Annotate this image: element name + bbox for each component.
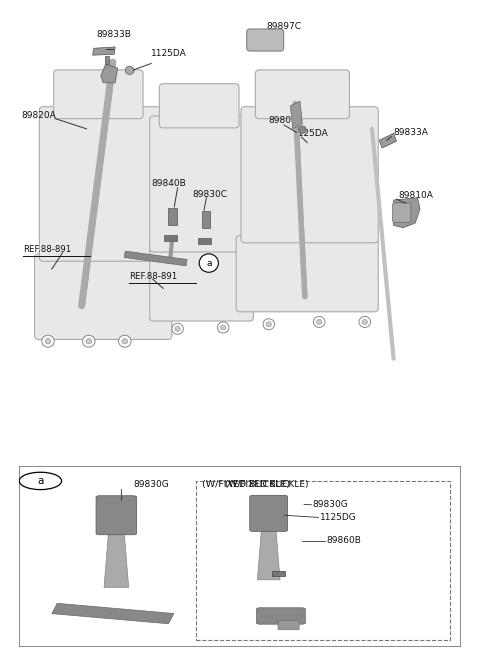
Circle shape: [42, 335, 54, 348]
Bar: [164, 235, 177, 242]
Bar: [202, 211, 210, 228]
Circle shape: [217, 322, 229, 333]
Circle shape: [299, 126, 306, 133]
Polygon shape: [394, 198, 420, 228]
Text: (W/FIXED BUCKLE): (W/FIXED BUCKLE): [203, 480, 290, 489]
Circle shape: [45, 338, 51, 344]
FancyBboxPatch shape: [54, 70, 143, 119]
FancyBboxPatch shape: [35, 254, 172, 340]
FancyBboxPatch shape: [256, 608, 305, 624]
Circle shape: [263, 319, 275, 330]
Polygon shape: [257, 530, 280, 580]
Circle shape: [19, 472, 61, 489]
Circle shape: [362, 319, 367, 325]
Circle shape: [83, 335, 95, 348]
Circle shape: [172, 323, 183, 334]
FancyBboxPatch shape: [250, 495, 288, 532]
FancyBboxPatch shape: [393, 203, 411, 223]
Text: 89833A: 89833A: [394, 128, 429, 137]
Circle shape: [221, 325, 226, 330]
Bar: [52, 603, 174, 623]
FancyBboxPatch shape: [150, 244, 253, 321]
Text: a: a: [37, 476, 44, 486]
Text: 89830G: 89830G: [313, 500, 348, 509]
Bar: [124, 251, 187, 266]
Polygon shape: [101, 64, 118, 83]
Text: 1125DA: 1125DA: [293, 129, 328, 138]
Text: 1125DG: 1125DG: [320, 513, 356, 522]
FancyBboxPatch shape: [150, 116, 253, 252]
Circle shape: [125, 66, 134, 74]
Polygon shape: [93, 47, 115, 55]
FancyBboxPatch shape: [278, 621, 299, 630]
Circle shape: [86, 338, 92, 344]
Circle shape: [266, 322, 271, 327]
Circle shape: [313, 317, 325, 327]
Text: a: a: [206, 259, 212, 267]
Text: 89833B: 89833B: [96, 30, 131, 39]
Polygon shape: [290, 101, 302, 129]
FancyBboxPatch shape: [236, 235, 378, 312]
FancyBboxPatch shape: [39, 106, 162, 261]
Polygon shape: [104, 533, 129, 587]
Text: 1125DA: 1125DA: [151, 49, 187, 58]
Bar: [272, 571, 285, 576]
Text: 89810A: 89810A: [398, 191, 433, 200]
Bar: [105, 56, 109, 64]
Text: REF.88-891: REF.88-891: [23, 245, 72, 254]
Text: 89860B: 89860B: [326, 536, 361, 545]
FancyBboxPatch shape: [255, 70, 349, 119]
FancyBboxPatch shape: [241, 106, 378, 243]
Circle shape: [199, 254, 218, 272]
Circle shape: [359, 317, 371, 327]
Text: (W/FIXED BUCKLE): (W/FIXED BUCKLE): [225, 480, 308, 489]
Circle shape: [119, 335, 131, 348]
Text: 89840B: 89840B: [151, 179, 186, 188]
Text: REF.88-891: REF.88-891: [129, 271, 177, 281]
FancyBboxPatch shape: [96, 496, 137, 535]
Text: 89820A: 89820A: [22, 110, 56, 120]
Circle shape: [317, 319, 322, 325]
FancyBboxPatch shape: [247, 29, 284, 51]
Text: 89830G: 89830G: [134, 480, 169, 489]
Text: 89801: 89801: [269, 116, 298, 125]
Text: 89830C: 89830C: [192, 190, 227, 198]
Bar: [196, 481, 450, 640]
Bar: [198, 238, 211, 244]
Bar: [168, 208, 177, 225]
Circle shape: [175, 327, 180, 331]
FancyBboxPatch shape: [159, 83, 239, 128]
Text: 89897C: 89897C: [266, 22, 301, 32]
Polygon shape: [379, 133, 396, 148]
Circle shape: [122, 338, 128, 344]
